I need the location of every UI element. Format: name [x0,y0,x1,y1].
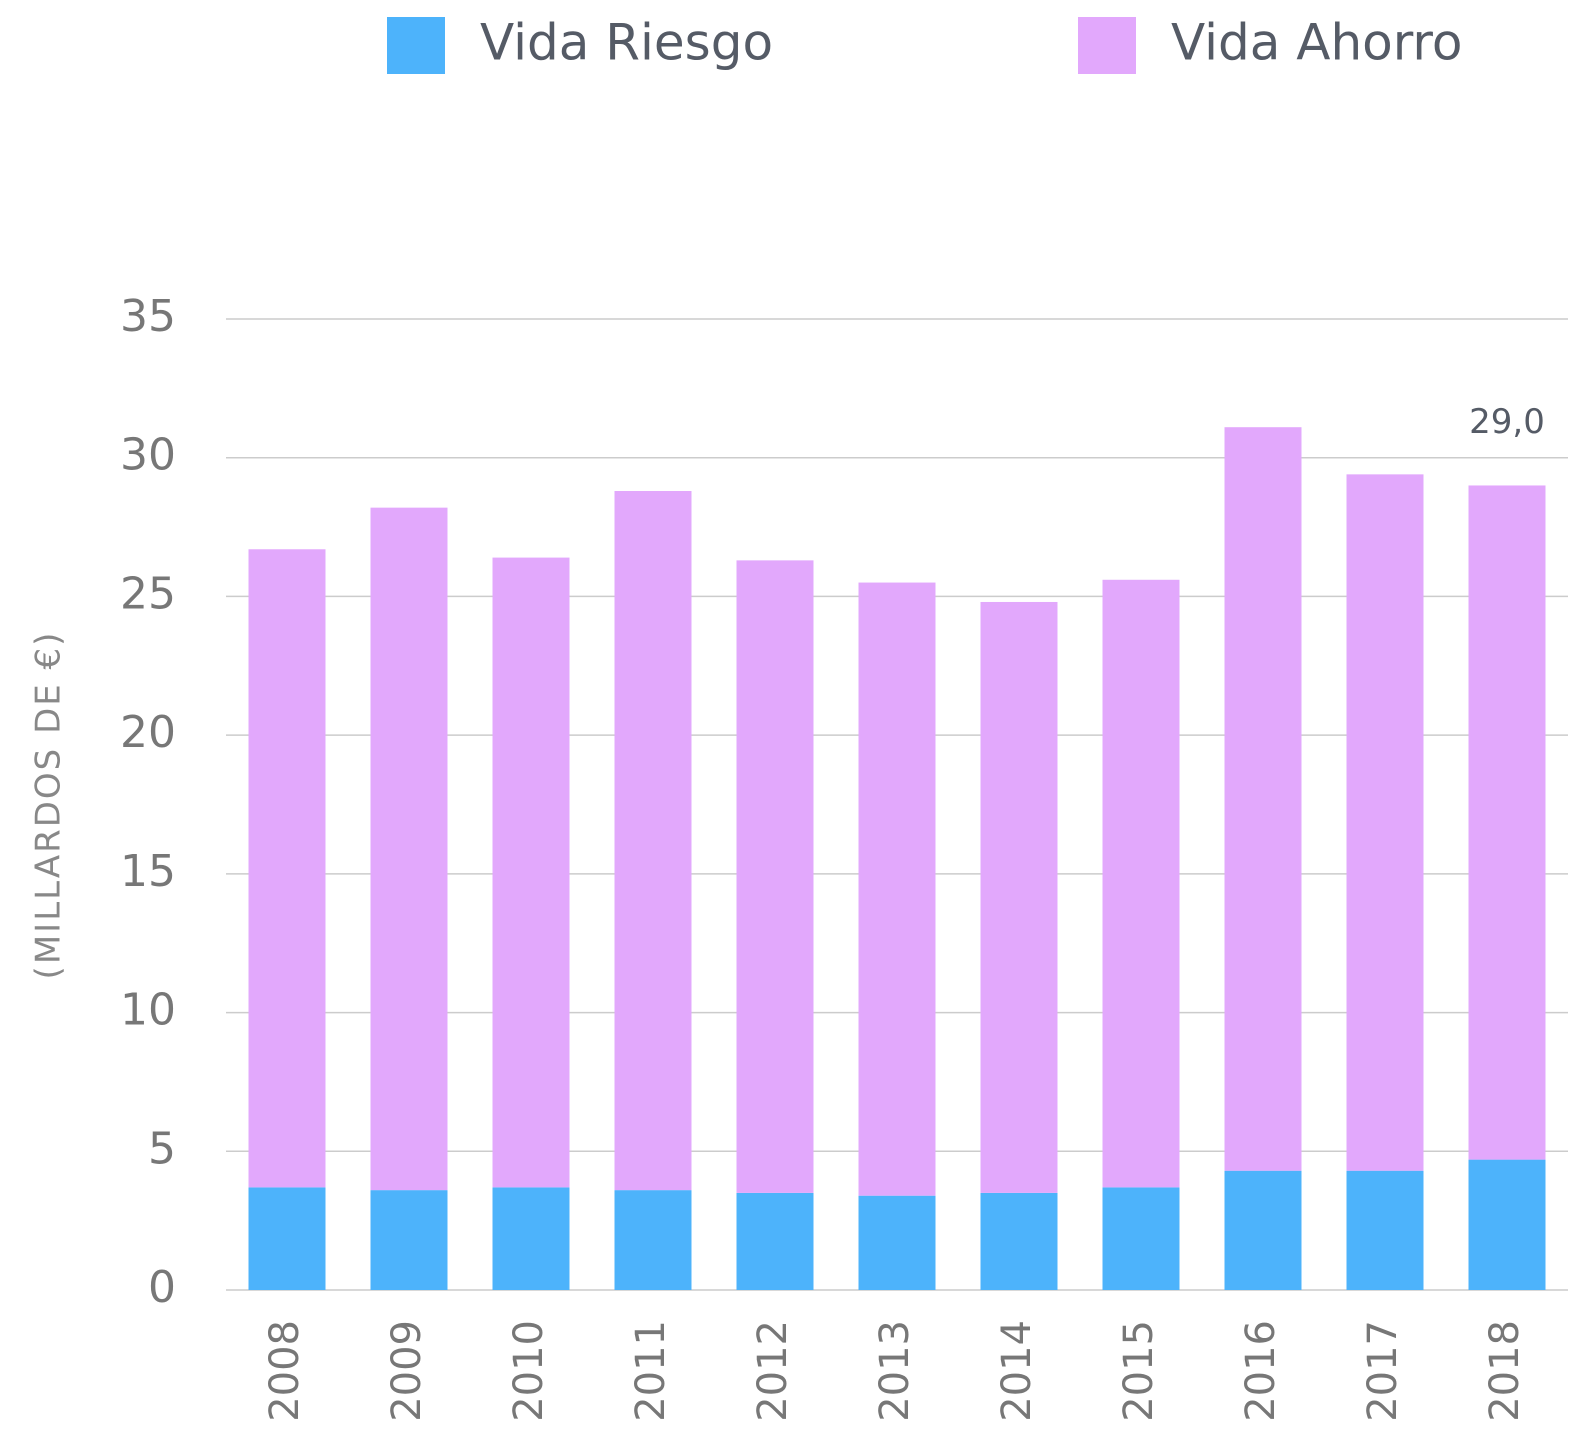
x-tick-label: 2017 [1360,1320,1406,1422]
y-tick-label: 5 [148,1123,176,1174]
x-tick-label: 2011 [628,1320,674,1422]
bar-segment [1346,1170,1424,1290]
bar-segment [1224,427,1302,1171]
x-tick-label: 2012 [750,1320,796,1422]
bar-segment [980,1192,1058,1290]
y-tick-label: 15 [120,846,176,897]
bar-segment [370,507,448,1191]
bar-segment [370,1190,448,1290]
y-axis-title: (MILLARDOS DE €) [29,631,69,980]
bar-segment [1224,1170,1302,1290]
y-tick-label: 30 [120,430,176,481]
bar-segment [614,1190,692,1290]
x-tick-label: 2008 [262,1320,308,1422]
bar-segment [248,1187,326,1290]
y-tick-label: 10 [120,985,176,1036]
y-tick-label: 0 [148,1262,176,1313]
bar-segment [1346,474,1424,1171]
legend-swatch [387,17,445,74]
bar-segment [248,549,326,1188]
bar-segment [614,491,692,1191]
bar-segment [736,560,814,1193]
legend-swatch [1078,17,1136,74]
bar-segment [858,582,936,1196]
y-tick-label: 20 [120,707,176,758]
x-tick-label: 2018 [1482,1320,1528,1422]
bar-segment [736,1192,814,1290]
x-tick-label: 2013 [872,1320,918,1422]
bar-segment [492,1187,570,1290]
bar-segment [1102,1187,1180,1290]
annotation: 29,0 [1469,402,1545,442]
x-tick-label: 2010 [506,1320,552,1422]
x-tick-label: 2009 [384,1320,430,1422]
legend-label: Vida Riesgo [480,14,773,72]
bar-segment [1102,579,1180,1188]
y-tick-label: 35 [120,291,176,342]
bar-segment [858,1195,936,1290]
legend-label: Vida Ahorro [1171,14,1462,72]
x-tick-label: 2015 [1116,1320,1162,1422]
x-tick-label: 2014 [994,1320,1040,1422]
x-tick-label: 2016 [1238,1320,1284,1422]
bar-segment [1468,485,1546,1160]
bar-segment [492,557,570,1188]
y-tick-label: 25 [120,568,176,619]
bar-segment [980,601,1058,1193]
bar-segment [1468,1159,1546,1290]
